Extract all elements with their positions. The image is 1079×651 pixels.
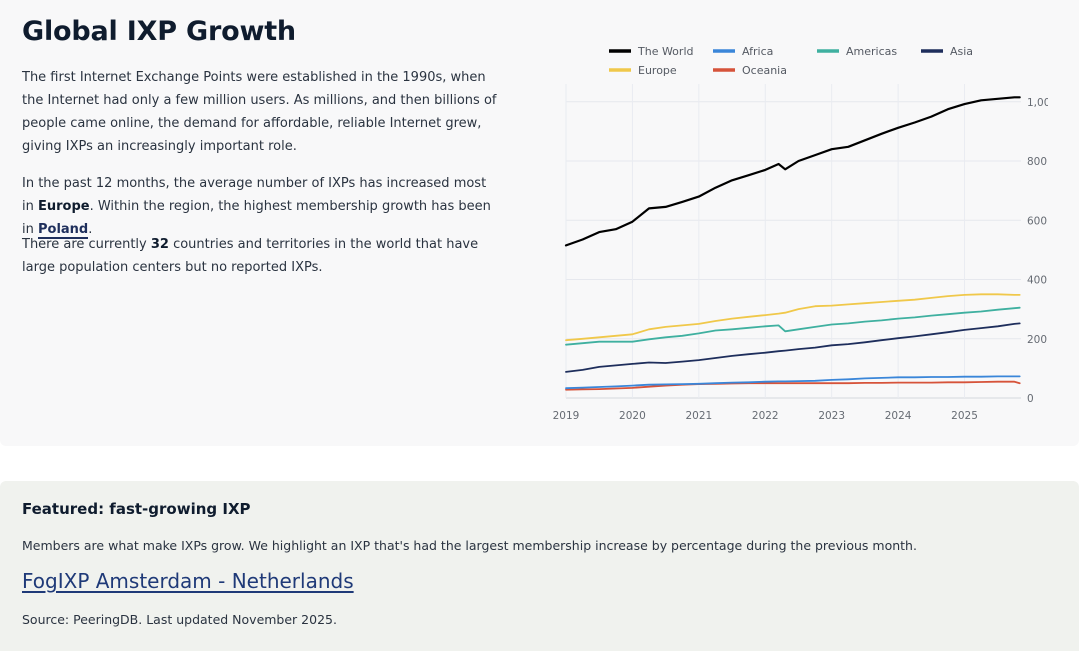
no-ixp-count: 32	[150, 237, 169, 252]
series-line-africa	[565, 375, 1021, 390]
no-ixp-text-before: There are currently	[22, 237, 151, 252]
top-region: Europe	[37, 199, 90, 214]
growth-text-middle: . Within the region, the highest members…	[22, 199, 491, 237]
page-title: Global IXP Growth	[22, 16, 296, 47]
series-line-oceania	[565, 380, 1021, 391]
featured-description: Members are what make IXPs grow. We high…	[22, 538, 917, 553]
growth-text-after: .	[88, 222, 93, 237]
y-tick-label: 200	[1027, 334, 1047, 346]
series-line-europe	[565, 293, 1021, 342]
legend-label-africa: Africa	[742, 45, 773, 58]
x-tick-label: 2025	[951, 410, 978, 422]
x-tick-label: 2019	[553, 410, 580, 422]
x-tick-label: 2022	[752, 410, 779, 422]
x-tick-label: 2021	[685, 410, 712, 422]
featured-panel	[0, 481, 1079, 651]
ixp-growth-panel	[0, 0, 1079, 446]
top-country-link[interactable]: Poland	[37, 222, 89, 239]
intro-paragraph-no-ixp: There are currently 32 countries and ter…	[22, 233, 502, 279]
legend-label-europe: Europe	[638, 64, 677, 77]
growth-text-before: In the past 12 months, the average numbe…	[22, 176, 487, 214]
ixp-growth-chart: 0 200 400 600 800 1,000 2019 2020 2021 2022 2023 20…	[553, 45, 1048, 422]
featured-ixp-link[interactable]: FogIXP Amsterdam - Netherlands	[22, 569, 354, 593]
y-tick-label: 0	[1027, 393, 1034, 405]
legend-label-asia: Asia	[950, 45, 973, 58]
legend-label-the-world: The World	[637, 45, 693, 58]
featured-title: Featured: fast-growing IXP	[22, 500, 251, 518]
no-ixp-text-after: countries and territories in the world t…	[22, 237, 479, 275]
intro-paragraph-history: The first Internet Exchange Points were …	[22, 70, 497, 154]
y-tick-label: 1,000	[1027, 97, 1048, 109]
x-tick-label: 2024	[885, 410, 912, 422]
legend-label-americas: Americas	[846, 45, 897, 58]
source-note: Source: PeeringDB. Last updated November…	[22, 612, 337, 627]
y-tick-label: 800	[1027, 156, 1047, 168]
series-line-the-world	[564, 96, 1021, 247]
series-line-americas	[565, 306, 1021, 346]
legend-label-oceania: Oceania	[742, 64, 787, 77]
x-tick-label: 2020	[619, 410, 646, 422]
y-tick-label: 600	[1027, 215, 1047, 227]
series-line-asia	[565, 322, 1021, 373]
intro-paragraph-growth: In the past 12 months, the average numbe…	[22, 172, 502, 241]
y-tick-label: 400	[1027, 275, 1047, 287]
x-tick-label: 2023	[818, 410, 845, 422]
